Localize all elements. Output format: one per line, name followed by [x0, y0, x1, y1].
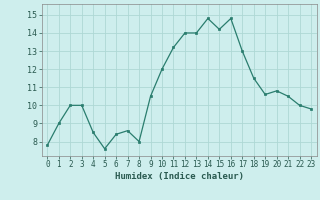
- X-axis label: Humidex (Indice chaleur): Humidex (Indice chaleur): [115, 172, 244, 181]
